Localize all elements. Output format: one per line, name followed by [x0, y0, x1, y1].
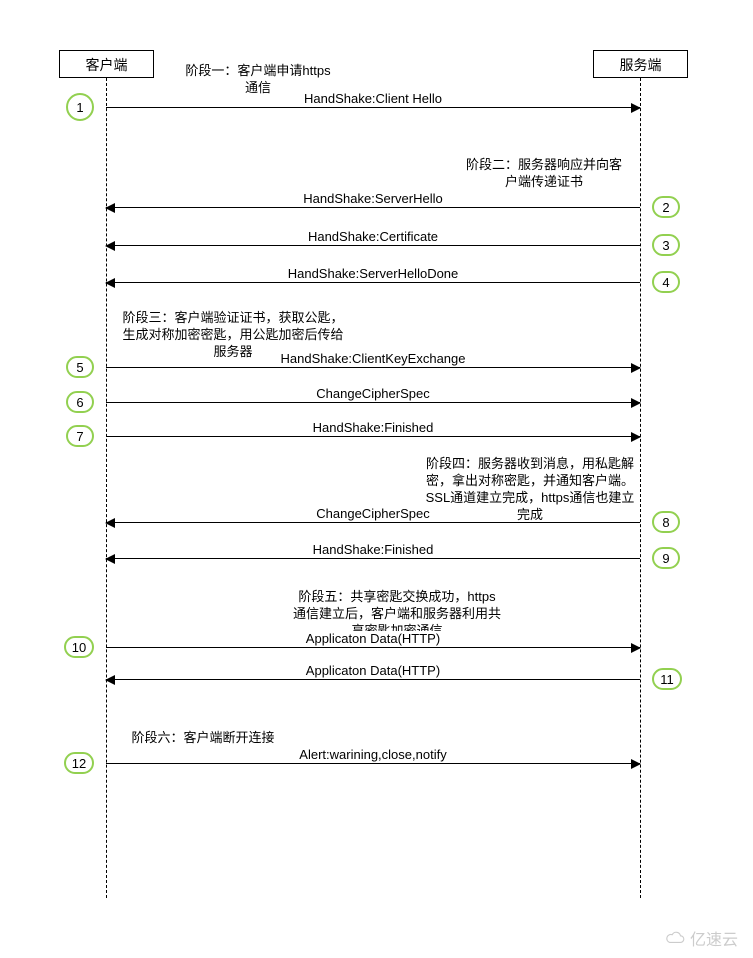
step-badge-7: 7 [66, 425, 94, 447]
arrow-right-icon [631, 363, 641, 373]
message-label-5: HandShake:ClientKeyExchange [278, 351, 467, 366]
phase6: 阶段六：客户端断开连接 [123, 730, 283, 747]
step-badge-4: 4 [652, 271, 680, 293]
arrow-left-icon [105, 278, 115, 288]
message-label-11: Applicaton Data(HTTP) [304, 663, 442, 678]
step-badge-10: 10 [64, 636, 94, 658]
arrow-left-icon [105, 675, 115, 685]
message-label-6: ChangeCipherSpec [314, 386, 431, 401]
arrow-left-icon [105, 554, 115, 564]
arrow-right-icon [631, 398, 641, 408]
step-badge-3: 3 [652, 234, 680, 256]
arrow-right-icon [631, 432, 641, 442]
message-arrow-5 [106, 367, 640, 368]
message-label-12: Alert:warining,close,notify [297, 747, 448, 762]
message-label-1: HandShake:Client Hello [302, 91, 444, 106]
step-badge-12: 12 [64, 752, 94, 774]
message-label-10: Applicaton Data(HTTP) [304, 631, 442, 646]
message-label-3: HandShake:Certificate [306, 229, 440, 244]
message-arrow-8 [106, 522, 640, 523]
client-actor-box: 客户端 [59, 50, 154, 78]
step-badge-5: 5 [66, 356, 94, 378]
step-badge-2: 2 [652, 196, 680, 218]
message-arrow-3 [106, 245, 640, 246]
message-arrow-9 [106, 558, 640, 559]
arrow-left-icon [105, 518, 115, 528]
arrow-left-icon [105, 203, 115, 213]
arrow-right-icon [631, 103, 641, 113]
message-label-4: HandShake:ServerHelloDone [286, 266, 461, 281]
step-badge-1: 1 [66, 93, 94, 121]
message-arrow-6 [106, 402, 640, 403]
server-actor-box: 服务端 [593, 50, 688, 78]
message-arrow-11 [106, 679, 640, 680]
message-label-2: HandShake:ServerHello [301, 191, 444, 206]
arrow-right-icon [631, 643, 641, 653]
cloud-icon [664, 930, 686, 946]
message-arrow-4 [106, 282, 640, 283]
watermark: 亿速云 [664, 926, 738, 950]
message-arrow-7 [106, 436, 640, 437]
phase2: 阶段二：服务器响应并向客户端传递证书 [454, 157, 634, 191]
phase4: 阶段四：服务器收到消息，用私匙解密，拿出对称密匙，并通知客户端。SSL通道建立完… [415, 456, 645, 524]
message-label-7: HandShake:Finished [311, 420, 436, 435]
step-badge-6: 6 [66, 391, 94, 413]
client-lifeline [106, 78, 107, 898]
step-badge-9: 9 [652, 547, 680, 569]
message-arrow-12 [106, 763, 640, 764]
message-arrow-10 [106, 647, 640, 648]
arrow-left-icon [105, 241, 115, 251]
step-badge-8: 8 [652, 511, 680, 533]
sequence-diagram: 客户端服务端阶段一：客户端申请https通信阶段二：服务器响应并向客户端传递证书… [0, 0, 753, 958]
arrow-right-icon [631, 759, 641, 769]
message-label-9: HandShake:Finished [311, 542, 436, 557]
step-badge-11: 11 [652, 668, 682, 690]
message-arrow-1 [106, 107, 640, 108]
message-arrow-2 [106, 207, 640, 208]
message-label-8: ChangeCipherSpec [314, 506, 431, 521]
